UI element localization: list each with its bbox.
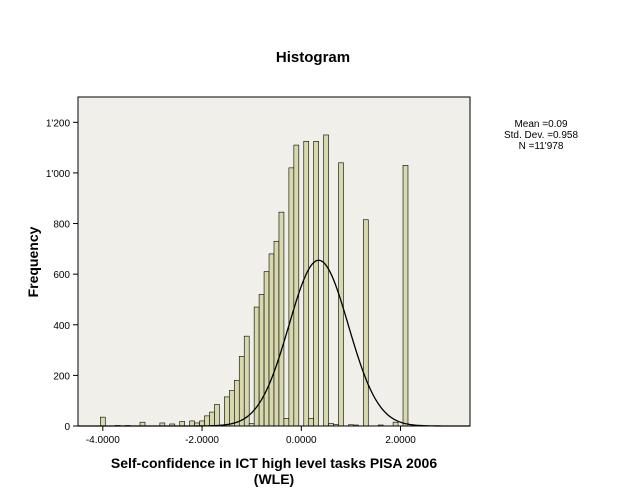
stats-box: Mean =0.09 Std. Dev. =0.958 N =11'978: [504, 119, 578, 152]
histogram-bar: [402, 165, 409, 427]
histogram-bar: [278, 211, 285, 427]
histogram-bar: [253, 306, 260, 427]
y-tick-label: 1'200: [46, 118, 71, 129]
histogram-bar: [204, 415, 210, 427]
histogram-bar: [313, 140, 319, 427]
histogram-bar: [238, 356, 245, 427]
stats-std-dev: Std. Dev. =0.958: [504, 130, 578, 141]
histogram-bar: [258, 294, 265, 427]
histogram-bar: [209, 411, 215, 427]
histogram-bar: [288, 167, 295, 427]
histogram-bar: [308, 418, 314, 427]
y-tick-label: 1'000: [46, 169, 71, 180]
histogram-bar: [392, 421, 399, 427]
x-tick-label: -4.0000: [86, 435, 120, 446]
y-axis-label: Frequency: [25, 226, 41, 297]
histogram-bar: [214, 404, 220, 427]
stats-mean: Mean =0.09: [514, 119, 568, 130]
histogram-bar: [283, 418, 290, 427]
y-tick-label: 0: [64, 422, 70, 433]
histogram-bar: [323, 134, 329, 427]
histogram-bar: [243, 335, 250, 427]
chart-title: Histogram: [276, 49, 350, 66]
histogram-bar: [234, 380, 240, 427]
histogram-bar: [363, 219, 369, 427]
histogram-bar: [224, 396, 230, 427]
histogram-bar: [273, 240, 280, 427]
histogram-bar: [189, 420, 195, 427]
stats-n: N =11'978: [519, 141, 564, 152]
histogram-bar: [229, 390, 235, 427]
y-tick-label: 400: [53, 321, 70, 332]
histogram-bar: [293, 144, 300, 427]
x-tick-label: -2.0000: [185, 435, 219, 446]
y-tick-label: 600: [53, 270, 70, 281]
x-axis: -4.0000 -2.0000 0.0000 2.0000: [86, 426, 416, 446]
x-axis-label-line-2: (WLE): [254, 471, 294, 487]
plot-frame: [77, 96, 471, 427]
histogram-bar: [263, 271, 270, 427]
x-tick-label: 0.0000: [286, 435, 317, 446]
y-tick-label: 800: [53, 220, 70, 231]
histogram-bar: [268, 253, 275, 427]
y-tick-label: 200: [53, 371, 70, 382]
x-axis-label-line-1: Self-confidence in ICT high level tasks …: [111, 455, 437, 471]
y-axis: 0 200 400 600 800 1'000 1'200: [46, 118, 78, 433]
histogram-bar: [179, 421, 185, 427]
histogram-bar: [199, 420, 205, 427]
histogram-bar: [303, 140, 310, 427]
histogram-bar: [100, 416, 106, 427]
x-tick-label: 2.0000: [385, 435, 416, 446]
